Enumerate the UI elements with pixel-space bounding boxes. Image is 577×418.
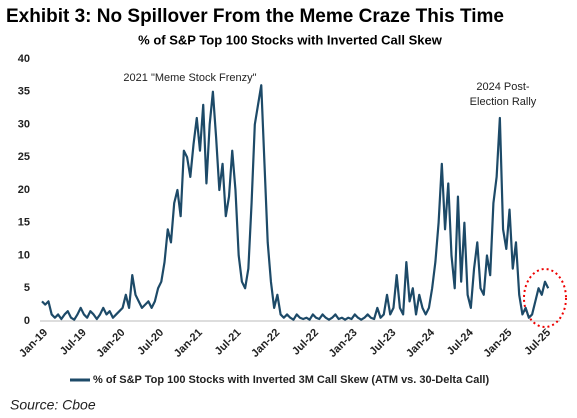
x-tick-label: Jul-22 xyxy=(290,327,321,358)
x-tick-label: Jan-25 xyxy=(481,327,514,360)
x-tick-label: Jul-21 xyxy=(213,327,244,358)
annotation: 2021 "Meme Stock Frenzy" xyxy=(123,72,256,84)
x-tick-label: Jul-25 xyxy=(522,327,553,358)
y-tick-label: 30 xyxy=(18,118,30,130)
y-tick-label: 35 xyxy=(18,86,30,98)
x-tick-label: Jul-24 xyxy=(445,326,477,358)
y-tick-label: 15 xyxy=(18,217,30,229)
y-tick-label: 5 xyxy=(24,282,30,294)
x-tick-label: Jan-21 xyxy=(172,327,205,360)
series-line xyxy=(41,84,550,321)
x-tick-label: Jul-23 xyxy=(367,327,398,358)
x-tick-label: Jan-20 xyxy=(94,327,127,360)
x-tick-label: Jan-19 xyxy=(17,327,50,360)
x-tick-label: Jan-23 xyxy=(327,327,360,360)
source-note: Source: Cboe xyxy=(10,397,96,413)
y-tick-label: 0 xyxy=(24,315,30,327)
y-tick-label: 10 xyxy=(18,249,30,261)
y-tick-label: 40 xyxy=(18,53,30,65)
chart-title: Exhibit 3: No Spillover From the Meme Cr… xyxy=(6,6,504,27)
chart-subtitle: % of S&P Top 100 Stocks with Inverted Ca… xyxy=(138,32,443,47)
y-tick-label: 25 xyxy=(18,151,30,163)
annotation: Election Rally xyxy=(470,96,537,108)
x-tick-label: Jul-20 xyxy=(135,327,166,358)
x-tick-label: Jul-19 xyxy=(58,327,89,358)
highlight-circle xyxy=(523,268,567,328)
x-tick-label: Jan-22 xyxy=(249,327,282,360)
y-tick-label: 20 xyxy=(18,184,30,196)
legend-label: % of S&P Top 100 Stocks with Inverted 3M… xyxy=(93,374,489,386)
annotation: 2024 Post- xyxy=(476,81,530,93)
x-tick-label: Jan-24 xyxy=(404,326,438,360)
